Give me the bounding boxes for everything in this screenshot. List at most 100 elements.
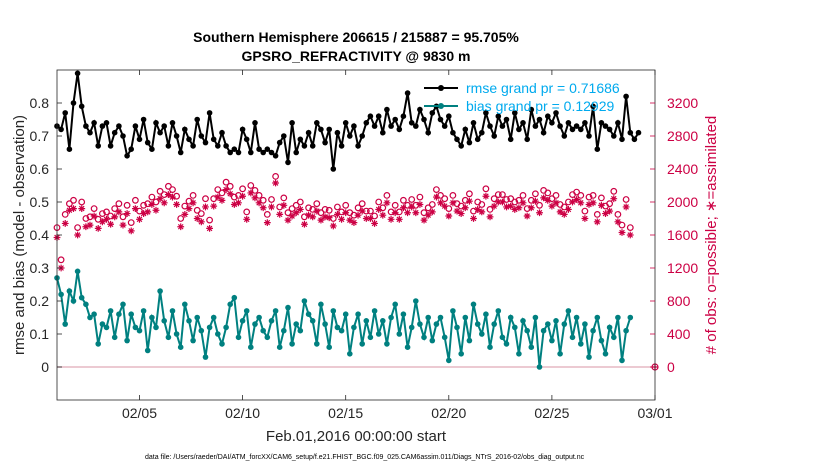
assimilated-point	[507, 202, 515, 210]
bias-point	[594, 314, 601, 321]
rmse-point	[144, 139, 151, 146]
possible-point	[222, 178, 230, 186]
bias-point	[433, 321, 440, 327]
assimilated-point	[428, 208, 436, 216]
possible-point	[255, 191, 263, 199]
assimilated-point	[350, 219, 358, 227]
assimilated-point	[202, 203, 209, 211]
assimilated-point	[556, 208, 564, 216]
bias-point	[470, 301, 477, 308]
assimilated-point	[301, 220, 308, 228]
possible-point	[169, 186, 176, 194]
assimilated-point	[177, 223, 185, 231]
possible-point	[622, 196, 630, 203]
rmse-point	[186, 136, 192, 143]
possible-point	[263, 210, 271, 218]
possible-point	[420, 209, 428, 217]
y-tick-label-right: 0	[667, 359, 675, 375]
rmse-point	[565, 120, 572, 126]
assimilated-point	[445, 212, 453, 220]
rmse-point	[569, 126, 576, 133]
possible-point	[321, 205, 329, 213]
assimilated-point	[235, 199, 242, 207]
assimilated-point	[214, 193, 222, 201]
possible-point	[131, 196, 139, 204]
bias-point	[619, 357, 625, 364]
assimilated-series	[53, 179, 659, 371]
rmse-point	[586, 133, 592, 139]
rmse-point	[276, 139, 283, 146]
rmse-point	[524, 136, 530, 143]
rmse-point	[619, 136, 625, 143]
y-axis-label-left: rmse and bias (model - observation)	[11, 115, 28, 355]
rmse-point	[474, 136, 481, 143]
possible-point	[218, 189, 226, 197]
rmse-point	[177, 149, 184, 156]
rmse-point	[594, 146, 601, 152]
x-tick-label: 02/15	[328, 405, 363, 421]
possible-point	[82, 215, 90, 222]
assimilated-point	[441, 202, 449, 210]
bias-point	[264, 334, 271, 341]
legend-bias-label: bias grand pr = 0.12929	[466, 98, 614, 114]
bias-point	[215, 331, 221, 337]
possible-point	[247, 182, 255, 189]
rmse-point	[429, 110, 436, 116]
y-tick-label-right: 3200	[667, 95, 698, 111]
rmse-point	[606, 126, 613, 133]
y-tick-label-left: 0.7	[30, 128, 50, 144]
possible-point	[284, 209, 292, 217]
possible-point	[581, 207, 589, 215]
bias-point	[553, 318, 559, 324]
assimilated-point	[127, 227, 135, 235]
assimilated-point	[103, 215, 110, 223]
bias-point	[149, 314, 155, 321]
bias-point	[417, 321, 423, 327]
possible-point	[94, 215, 102, 223]
y-tick-label-right: 2000	[667, 194, 698, 210]
possible-point	[428, 201, 436, 208]
assimilated-point	[61, 220, 69, 227]
possible-point	[148, 193, 156, 201]
assimilated-point	[412, 209, 420, 217]
y-tick-label-left: 0.6	[30, 161, 50, 177]
bias-point	[441, 334, 448, 341]
possible-point	[408, 196, 416, 203]
possible-point	[78, 198, 86, 206]
assimilated-point	[296, 206, 304, 213]
bias-point	[532, 314, 539, 321]
rmse-point	[227, 149, 233, 156]
rmse-point	[384, 106, 390, 113]
possible-point	[544, 189, 552, 197]
bias-point	[103, 324, 110, 331]
possible-point	[618, 221, 626, 229]
assimilated-point	[416, 201, 424, 208]
bias-point	[70, 298, 77, 304]
rmse-point	[454, 136, 460, 143]
bias-point	[590, 327, 596, 334]
bias-point	[169, 308, 176, 314]
assimilated-point	[387, 215, 395, 223]
assimilated-point	[494, 198, 502, 206]
assimilated-point	[206, 225, 213, 232]
rmse-point	[470, 120, 477, 126]
rmse-point	[206, 110, 213, 116]
rmse-point	[289, 120, 295, 126]
rmse-point	[557, 123, 563, 129]
possible-point	[614, 210, 622, 218]
assimilated-point	[140, 210, 148, 217]
assimilated-point	[375, 206, 383, 213]
bias-point	[243, 308, 250, 314]
possible-point	[466, 190, 473, 198]
possible-point	[511, 198, 519, 206]
rmse-point	[95, 143, 101, 149]
bias-point	[388, 314, 394, 321]
possible-point	[573, 188, 580, 196]
bias-point	[371, 308, 378, 314]
bias-point	[549, 337, 555, 344]
assimilated-point	[98, 218, 106, 226]
rmse-point	[272, 153, 279, 159]
rmse-point	[111, 129, 118, 136]
x-tick-label: 02/25	[534, 405, 569, 421]
bias-series	[54, 268, 634, 370]
